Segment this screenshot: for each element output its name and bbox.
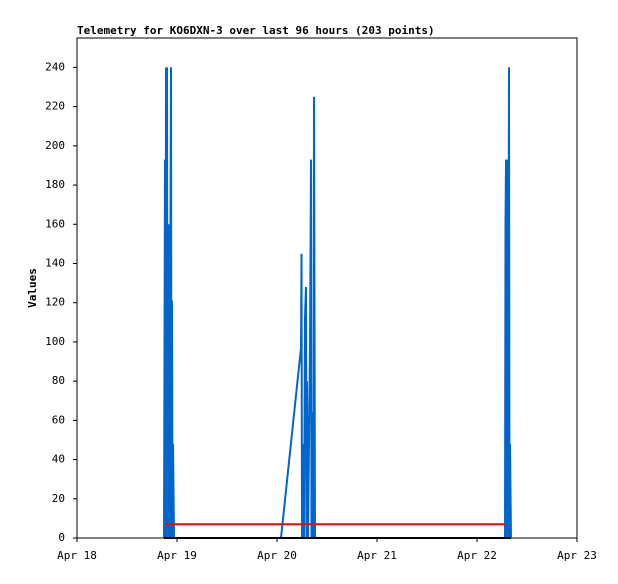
chart-title: Telemetry for KO6DXN-3 over last 96 hour… — [77, 24, 435, 37]
x-tick-label: Apr 22 — [457, 549, 497, 562]
y-tick-label: 40 — [52, 453, 65, 466]
y-tick-label: 200 — [45, 139, 65, 152]
y-axis-label: Values — [26, 268, 39, 308]
y-tick-label: 180 — [45, 178, 65, 191]
x-tick-label: Apr 20 — [257, 549, 297, 562]
x-tick-label: Apr 23 — [557, 549, 597, 562]
y-tick-label: 20 — [52, 492, 65, 505]
x-tick-label: Apr 21 — [357, 549, 397, 562]
y-tick-label: 220 — [45, 100, 65, 113]
y-tick-label: 240 — [45, 60, 65, 73]
y-tick-label: 80 — [52, 374, 65, 387]
x-tick-label: Apr 18 — [57, 549, 97, 562]
y-tick-label: 120 — [45, 296, 65, 309]
y-tick-label: 0 — [58, 531, 65, 544]
series-line — [163, 67, 512, 539]
y-tick-label: 140 — [45, 256, 65, 269]
y-tick-label: 160 — [45, 217, 65, 230]
x-tick-label: Apr 19 — [157, 549, 197, 562]
y-tick-label: 100 — [45, 335, 65, 348]
y-tick-label: 60 — [52, 413, 65, 426]
